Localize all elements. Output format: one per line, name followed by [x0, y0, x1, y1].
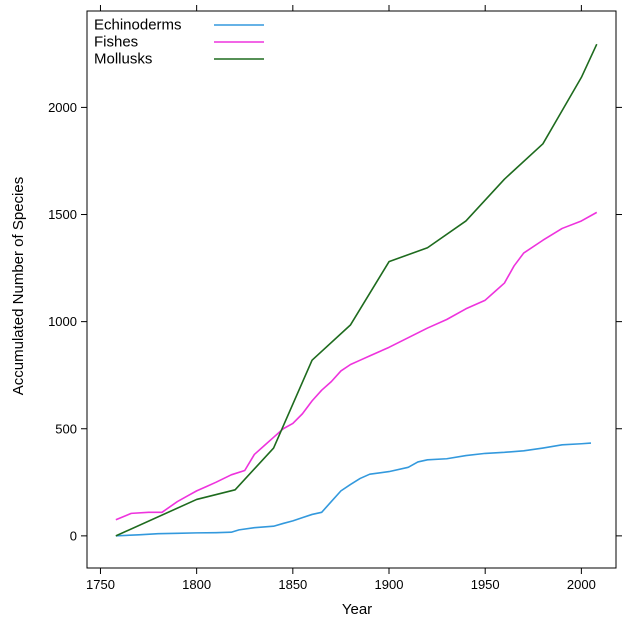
plot-frame: [86, 10, 617, 569]
x-axis: 1750 1800 1850 1900 1950 2000: [86, 5, 596, 592]
y-tick-label: 1000: [48, 314, 77, 329]
series-line-fishes: [115, 211, 598, 521]
series-layer: [115, 43, 598, 537]
x-tick-label: 1850: [278, 577, 307, 592]
y-tick-label: 500: [55, 421, 77, 436]
legend-label-mollusks: Mollusks: [94, 51, 152, 68]
x-tick-label: 1800: [182, 577, 211, 592]
y-axis-title: Accumulated Number of Species: [10, 177, 27, 395]
y-tick-label: 0: [70, 528, 77, 543]
series-line-mollusks: [115, 43, 598, 537]
x-axis-title: Year: [342, 601, 372, 617]
x-tick-label: 1950: [471, 577, 500, 592]
legend-label-echinoderms: Echinoderms: [94, 17, 182, 34]
legend-label-fishes: Fishes: [94, 34, 138, 51]
y-axis: 0 500 1000 1500 2000: [48, 100, 622, 543]
series-line-echinoderms: [115, 442, 592, 537]
x-tick-label: 1900: [375, 577, 404, 592]
x-tick-label: 2000: [567, 577, 596, 592]
plot-border: [86, 10, 617, 569]
x-tick-label: 1750: [86, 577, 115, 592]
y-tick-label: 1500: [48, 207, 77, 222]
y-tick-label: 2000: [48, 100, 77, 115]
